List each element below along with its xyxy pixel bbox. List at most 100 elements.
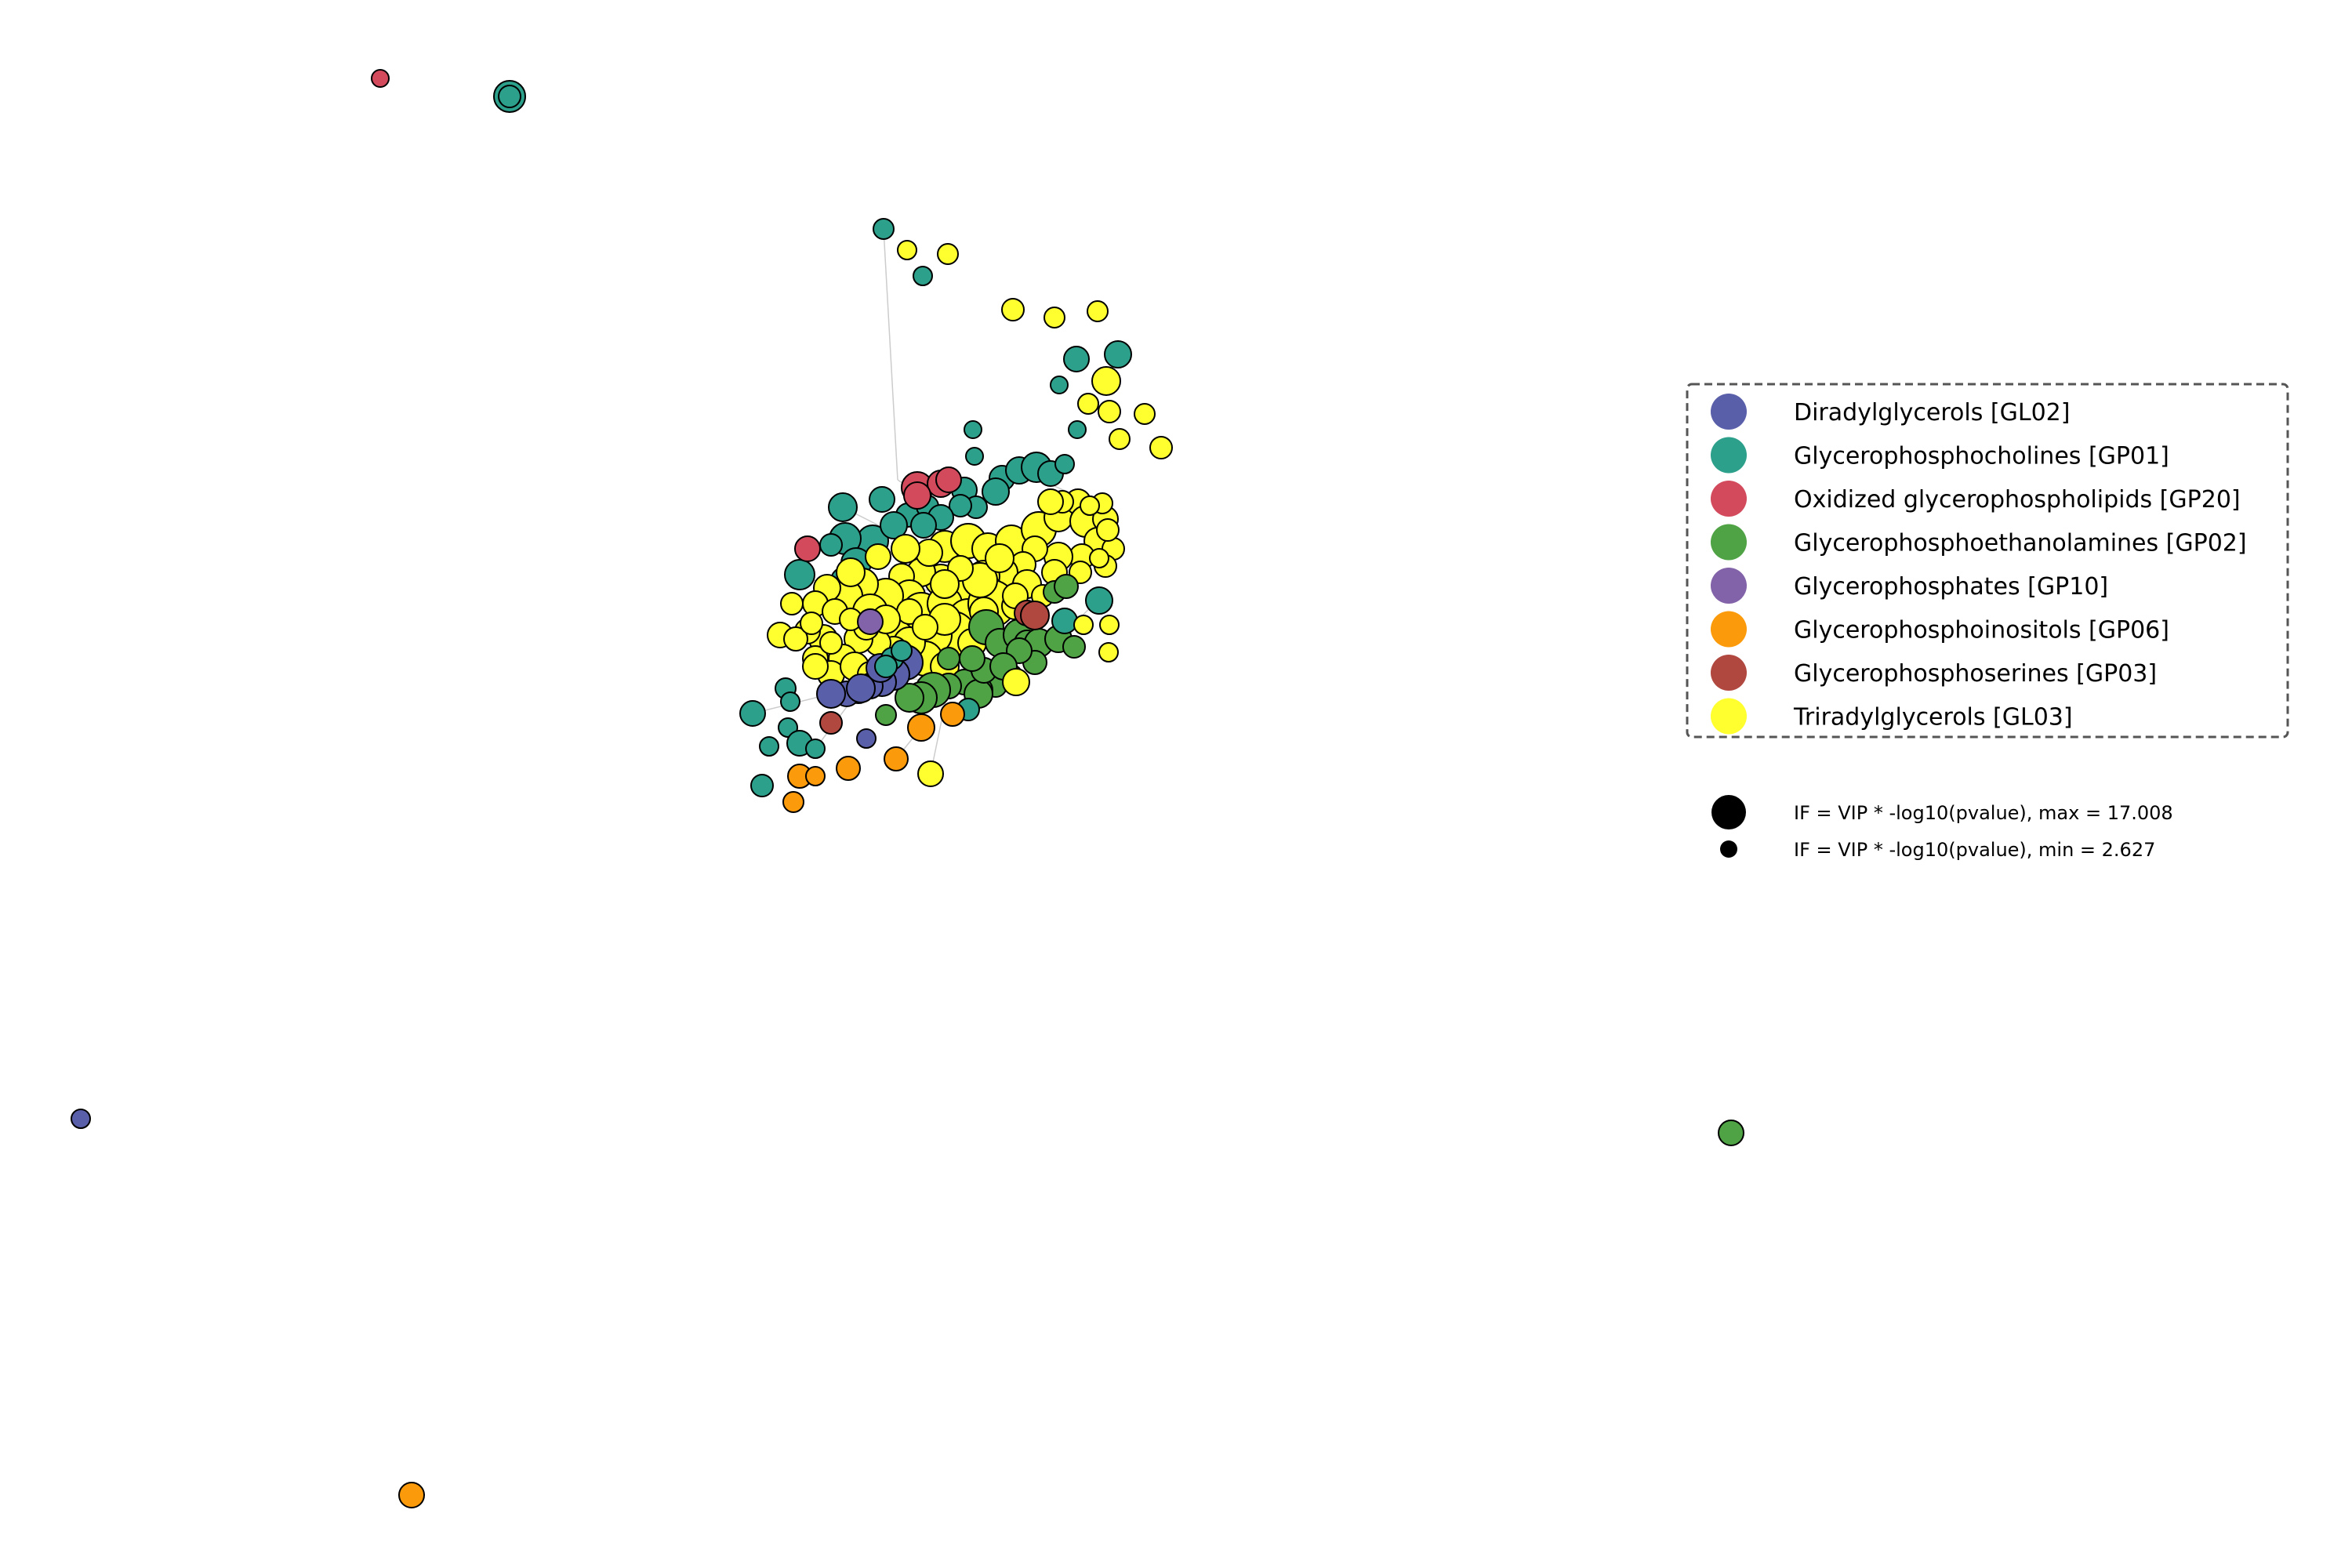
network-node <box>784 559 815 590</box>
legend-label: Glycerophosphocholines [GP01] <box>1794 443 2169 470</box>
legend-marker <box>1711 611 1747 648</box>
network-node <box>930 569 960 599</box>
network-node <box>865 543 891 570</box>
network-edge <box>883 228 898 481</box>
network-node <box>982 477 1010 506</box>
legend-label: Glycerophosphoinositols [GP06] <box>1794 617 2169 644</box>
network-node <box>1073 615 1094 635</box>
network-node <box>805 766 826 786</box>
network-node <box>783 626 808 652</box>
network-node <box>1002 668 1030 696</box>
network-node <box>856 728 877 749</box>
network-node <box>780 592 804 615</box>
network-node <box>875 704 897 726</box>
network-node <box>869 486 895 513</box>
network-node <box>1050 376 1069 394</box>
network-node <box>1054 574 1079 599</box>
network-node <box>819 631 843 655</box>
network-node <box>1077 393 1099 415</box>
legend-marker <box>1711 524 1747 561</box>
legend-marker <box>1711 394 1747 430</box>
legend-label: Glycerophosphoserines [GP03] <box>1794 660 2157 688</box>
legend-marker <box>1711 481 1747 517</box>
network-node <box>1718 1120 1744 1146</box>
network-node <box>805 739 826 759</box>
network-node <box>739 700 766 727</box>
network-node <box>985 543 1014 573</box>
network-node <box>891 534 920 564</box>
network-node <box>819 711 843 735</box>
legend-marker <box>1711 437 1747 474</box>
network-node <box>816 679 846 709</box>
network-node <box>1096 518 1120 542</box>
network-node <box>780 691 800 712</box>
network-node <box>1063 346 1090 372</box>
network-node <box>800 612 823 635</box>
network-node <box>1104 340 1132 368</box>
legend-label: Glycerophosphates [GP10] <box>1794 573 2108 601</box>
network-node <box>802 653 829 680</box>
network-node <box>371 69 390 88</box>
network-node <box>1109 428 1131 450</box>
network-node <box>1020 601 1050 630</box>
network-node <box>912 614 938 641</box>
network-node <box>1098 642 1119 662</box>
network-node <box>949 494 972 517</box>
legend-label: Diradylglycerols [GL02] <box>1794 399 2070 426</box>
legend: Diradylglycerols [GL02] Glycerophosphocho… <box>1686 383 2289 739</box>
network-nodes <box>71 69 1744 1508</box>
network-node <box>891 640 913 662</box>
network-node <box>873 218 895 240</box>
size-legend-max-marker <box>1711 795 1746 829</box>
network-node <box>836 756 861 781</box>
network-node <box>907 713 935 742</box>
network-node <box>1087 300 1109 322</box>
legend-frame <box>1686 383 2289 739</box>
network-node <box>398 1482 425 1508</box>
network-node <box>910 512 937 539</box>
network-node <box>836 557 866 587</box>
size-legend-max-label: IF = VIP * -log10(pvalue), max = 17.008 <box>1794 802 2173 824</box>
legend-label: Oxidized glycerophospholipids [GP20] <box>1794 486 2241 514</box>
network-node <box>1091 366 1121 396</box>
network-node <box>819 533 843 557</box>
network-node <box>828 492 858 522</box>
size-legend: IF = VIP * -log10(pvalue), max = 17.008 … <box>1711 795 2173 861</box>
network-node <box>794 535 821 562</box>
network-node <box>1062 635 1086 659</box>
network-node <box>1134 403 1156 425</box>
legend-label: Triradylglycerols [GL03] <box>1793 704 2073 731</box>
network-node <box>937 243 959 265</box>
network-node <box>1037 488 1064 515</box>
legend-marker <box>1711 655 1747 691</box>
network-node <box>857 608 884 635</box>
network-node <box>884 746 909 771</box>
network-node <box>498 85 521 108</box>
network-node <box>1099 615 1120 635</box>
network-node <box>1054 454 1075 474</box>
network-node <box>1089 548 1109 568</box>
network-node <box>759 736 779 757</box>
network-node <box>959 645 985 672</box>
network-node <box>1080 495 1100 516</box>
legend-items: Diradylglycerols [GL02] Glycerophosphocho… <box>1711 394 2247 735</box>
network-node <box>1044 307 1065 328</box>
network-node <box>1098 400 1121 423</box>
network-node <box>1051 608 1078 634</box>
network-node <box>880 511 908 539</box>
network-node <box>964 420 982 439</box>
network-node <box>917 760 944 787</box>
legend-marker <box>1711 698 1747 735</box>
size-legend-min-label: IF = VIP * -log10(pvalue), min = 2.627 <box>1794 839 2155 861</box>
network-node <box>935 466 962 493</box>
network-node <box>1001 298 1025 321</box>
network-node <box>1068 420 1087 439</box>
network-node <box>1085 586 1113 615</box>
network-node <box>913 266 933 286</box>
network-node <box>874 655 898 678</box>
network-node <box>750 774 774 797</box>
network-node <box>782 791 804 813</box>
network-node <box>937 647 960 670</box>
network-node <box>1149 436 1173 459</box>
